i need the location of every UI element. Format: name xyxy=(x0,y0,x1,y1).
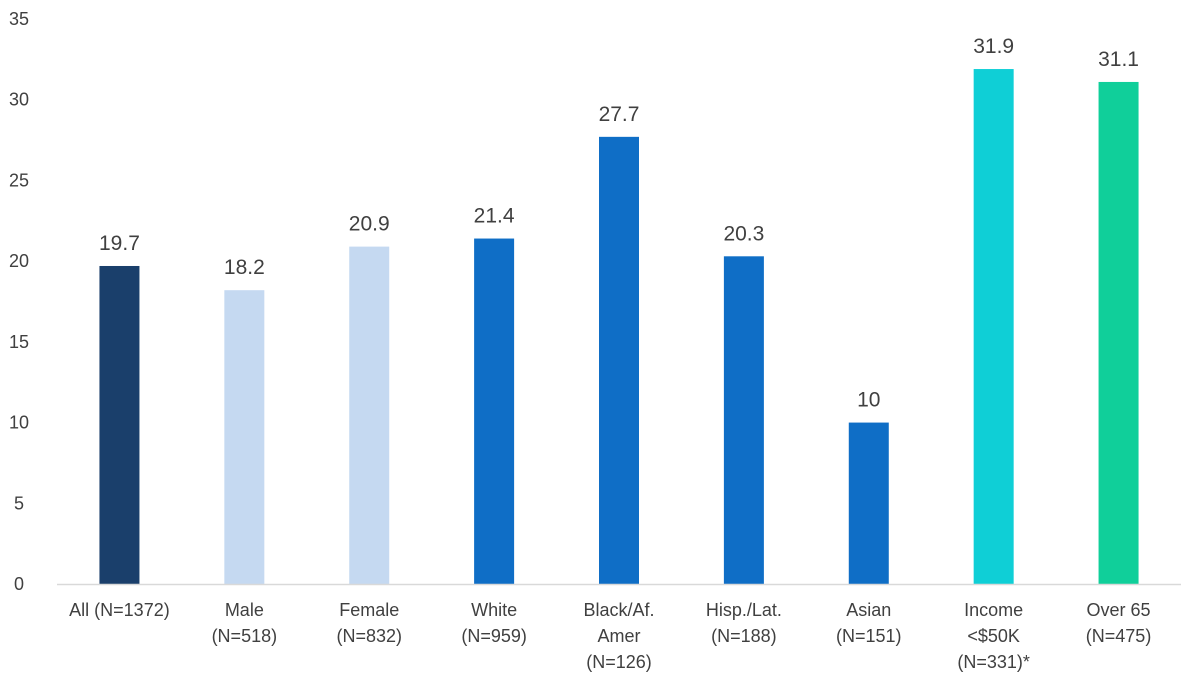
bar xyxy=(99,265,140,584)
category-label: (N=475) xyxy=(1086,626,1152,646)
data-label: 27.7 xyxy=(599,103,640,126)
bar xyxy=(599,136,639,585)
category-label: (N=832) xyxy=(336,626,402,646)
data-label: 21.4 xyxy=(474,205,515,228)
bar xyxy=(224,290,265,584)
y-tick-label: 30 xyxy=(9,90,29,110)
category-label: <$50K xyxy=(967,626,1020,646)
y-tick-label: 5 xyxy=(14,493,24,513)
y-tick-label: 20 xyxy=(9,251,29,271)
category-label: Over 65 xyxy=(1087,600,1151,620)
data-label: 10 xyxy=(857,389,880,412)
category-label: (N=959) xyxy=(461,626,527,646)
x-axis: All (N=1372) Male (N=518) Female (N=832) Whit… xyxy=(57,583,1181,672)
category-label: Asian xyxy=(846,600,891,620)
bars xyxy=(99,69,1139,585)
category-label: Income xyxy=(964,600,1023,620)
y-axis: 0 5 10 15 20 25 30 35 xyxy=(9,9,29,594)
bar xyxy=(1098,81,1139,584)
y-tick-label: 10 xyxy=(9,413,29,433)
y-tick-label: 25 xyxy=(9,170,29,190)
category-label: (N=126) xyxy=(586,652,652,672)
data-label: 19.7 xyxy=(99,232,140,255)
bar xyxy=(474,238,515,585)
category-label: (N=151) xyxy=(836,626,902,646)
data-labels: 19.7 18.2 20.9 21.4 27.7 20.3 10 31.9 31.1 xyxy=(99,35,1139,412)
data-label: 20.3 xyxy=(723,222,764,245)
data-label: 31.1 xyxy=(1098,48,1139,71)
category-label: Amer xyxy=(597,626,640,646)
category-label: Female xyxy=(339,600,399,620)
data-label: 20.9 xyxy=(349,213,390,236)
data-label: 31.9 xyxy=(973,35,1014,58)
bar xyxy=(848,422,889,584)
category-label: Male xyxy=(225,600,264,620)
category-label: All (N=1372) xyxy=(69,600,170,620)
category-label: (N=188) xyxy=(711,626,777,646)
bar xyxy=(349,246,390,584)
category-label: Hisp./Lat. xyxy=(706,600,782,620)
data-label: 18.2 xyxy=(224,256,265,279)
bar xyxy=(973,69,1014,585)
y-tick-label: 0 xyxy=(14,574,24,594)
category-label: (N=331)* xyxy=(957,652,1030,672)
bar xyxy=(723,256,764,584)
y-tick-label: 35 xyxy=(9,9,29,29)
category-label: (N=518) xyxy=(212,626,278,646)
y-tick-label: 15 xyxy=(9,332,29,352)
category-label: Black/Af. xyxy=(583,600,654,620)
category-label: White xyxy=(471,600,517,620)
